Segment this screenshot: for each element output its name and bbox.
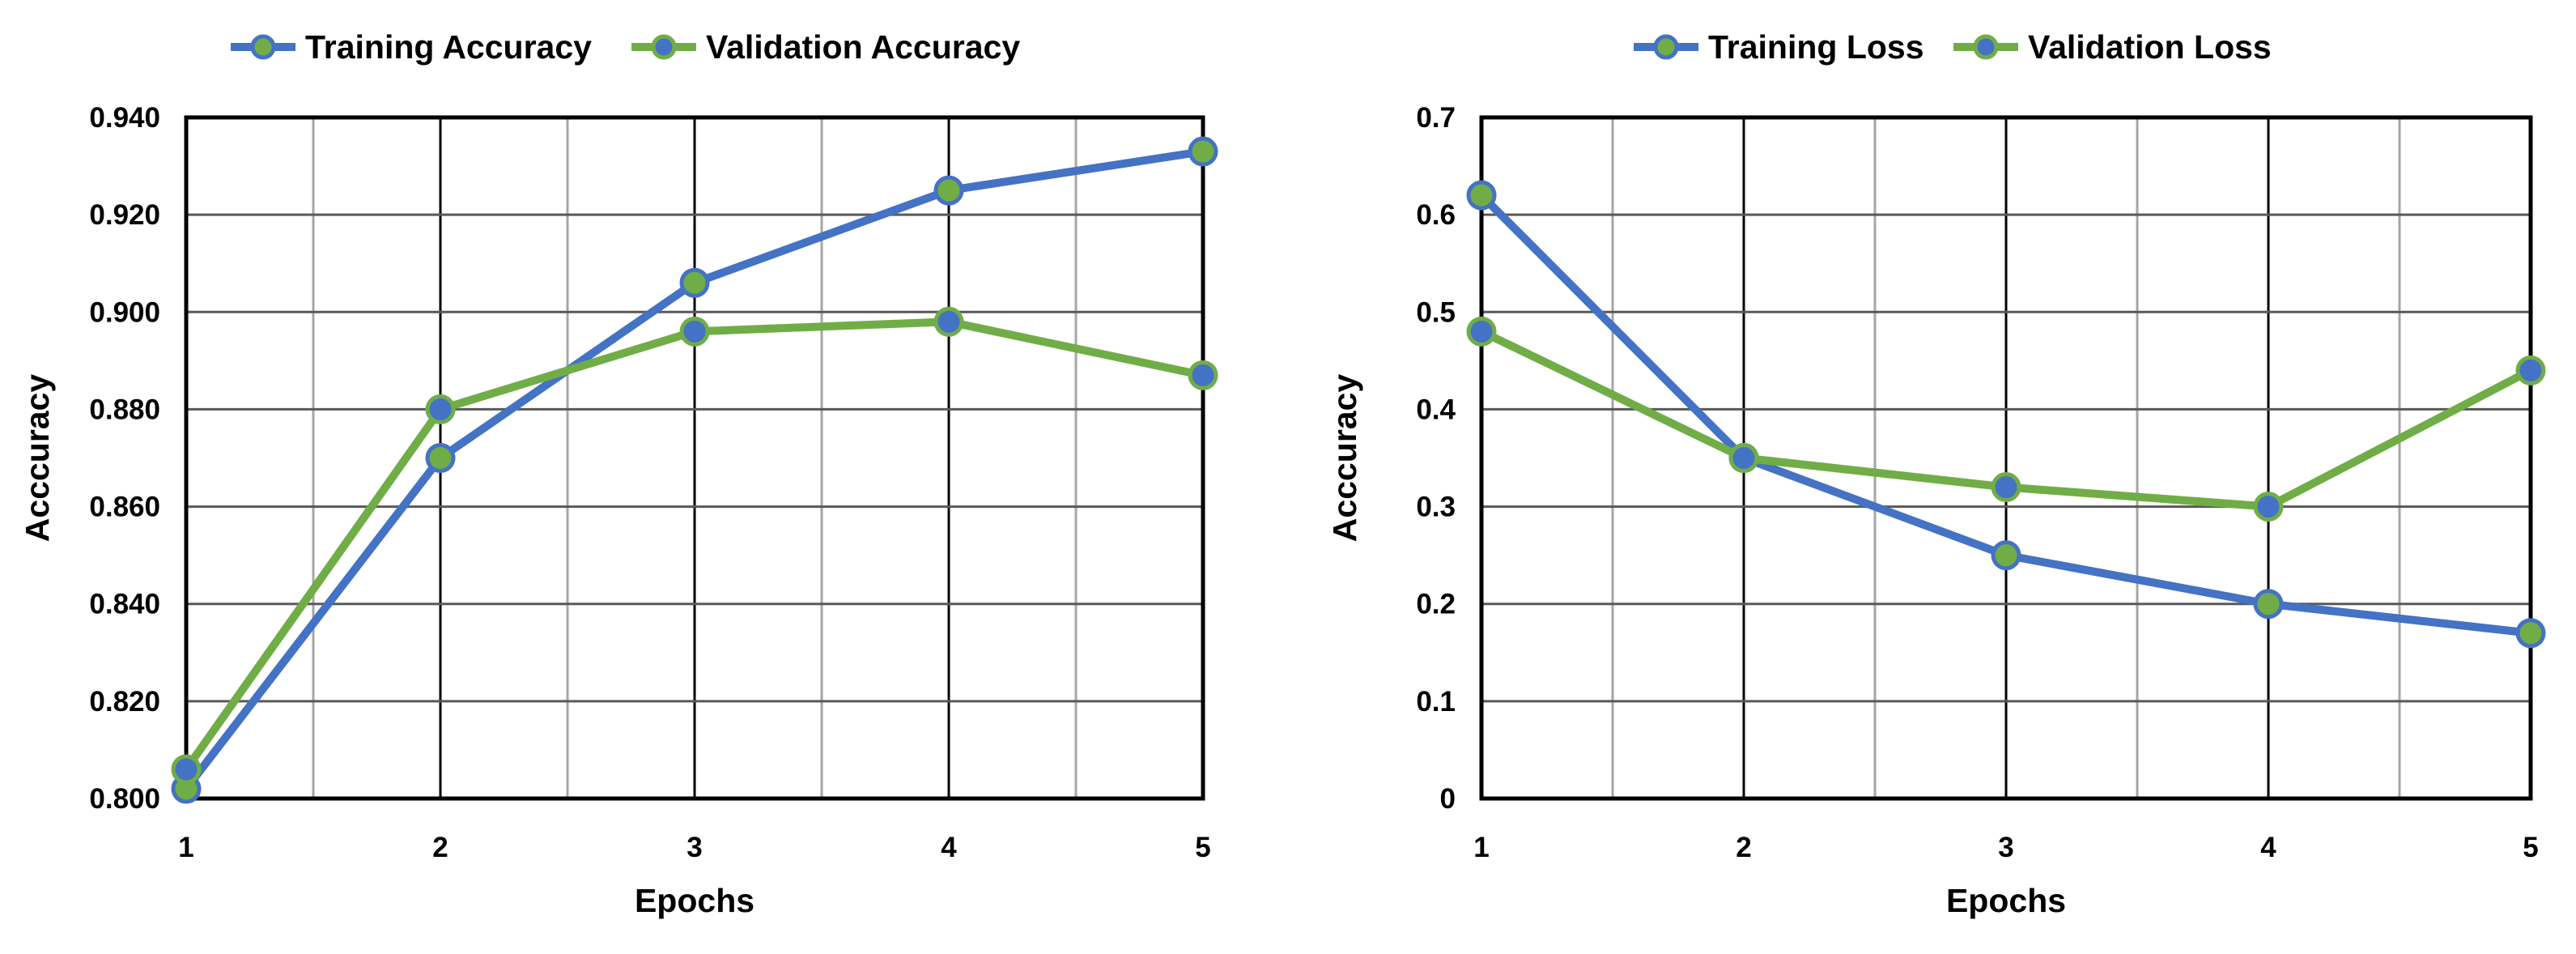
- x-tick-label: 2: [432, 832, 448, 863]
- legend-label: Training Loss: [1708, 28, 1924, 66]
- data-point: [1466, 180, 1497, 211]
- y-tick-label: 0.7: [1416, 102, 1456, 134]
- y-tick-label: 0.5: [1416, 296, 1456, 328]
- data-point: [679, 267, 710, 298]
- data-point: [425, 443, 456, 473]
- x-tick-label: 1: [178, 832, 193, 863]
- data-point: [679, 316, 710, 347]
- data-point: [1188, 360, 1218, 390]
- x-tick-label: 1: [1473, 832, 1489, 863]
- y-tick-label: 0.860: [89, 492, 160, 523]
- loss-chart: 0 0.1 0.2 0.3 0.4 0.5 0.6 0.7 1 2 3 4 5 Epochs Acccura…: [1326, 28, 2546, 919]
- y-tick-label: 0.880: [89, 394, 160, 425]
- x-tick-label: 5: [1195, 832, 1210, 863]
- y-axis-title: Acccuracy: [19, 374, 56, 543]
- y-tick-label: 0.4: [1416, 394, 1456, 425]
- y-tick-label: 0.3: [1416, 492, 1456, 523]
- data-point: [2253, 589, 2284, 620]
- y-tick-label: 0.840: [89, 589, 160, 620]
- data-point: [1188, 136, 1218, 167]
- x-tick-label: 3: [1998, 832, 2013, 863]
- legend-marker: [250, 34, 276, 60]
- data-point: [933, 175, 964, 206]
- legend-label: Validation Loss: [2028, 28, 2272, 66]
- x-axis-title: Epochs: [1946, 882, 2066, 919]
- y-tick-label: 0.920: [89, 199, 160, 231]
- y-tick-label: 0.6: [1416, 199, 1456, 231]
- legend-marker: [1973, 34, 1999, 60]
- data-point: [425, 394, 456, 424]
- data-point: [1466, 316, 1497, 347]
- y-tick-label: 0.940: [89, 102, 160, 134]
- x-axis-title: Epochs: [635, 882, 755, 919]
- y-tick-label: 0: [1440, 783, 1456, 815]
- legend-label: Training Accuracy: [305, 28, 592, 66]
- y-tick-label: 0.820: [89, 686, 160, 718]
- data-point: [2515, 618, 2546, 649]
- accuracy-chart: 0.800 0.820 0.840 0.860 0.880 0.900 0.920 0.940…: [19, 28, 1218, 919]
- data-point: [1991, 472, 2021, 503]
- data-point: [2515, 355, 2546, 385]
- x-tick-label: 3: [687, 832, 702, 863]
- data-point: [2253, 492, 2284, 522]
- x-tick-label: 5: [2523, 832, 2538, 863]
- y-tick-label: 0.2: [1416, 589, 1456, 620]
- data-point: [1728, 443, 1759, 473]
- data-point: [171, 754, 202, 785]
- x-tick-label: 4: [941, 832, 957, 863]
- data-point: [1991, 540, 2021, 571]
- plot-frame: [184, 115, 1205, 801]
- legend-marker: [1653, 34, 1679, 60]
- y-axis-title: Acccuracy: [1326, 374, 1363, 543]
- y-tick-label: 0.1: [1416, 686, 1456, 718]
- x-tick-label: 4: [2260, 832, 2276, 863]
- legend-label: Validation Accuracy: [706, 28, 1020, 66]
- y-tick-label: 0.800: [89, 783, 160, 815]
- x-tick-label: 2: [1736, 832, 1751, 863]
- y-tick-label: 0.900: [89, 296, 160, 328]
- data-point: [933, 306, 964, 337]
- legend-marker: [651, 34, 677, 60]
- plot-frame: [1479, 115, 2533, 801]
